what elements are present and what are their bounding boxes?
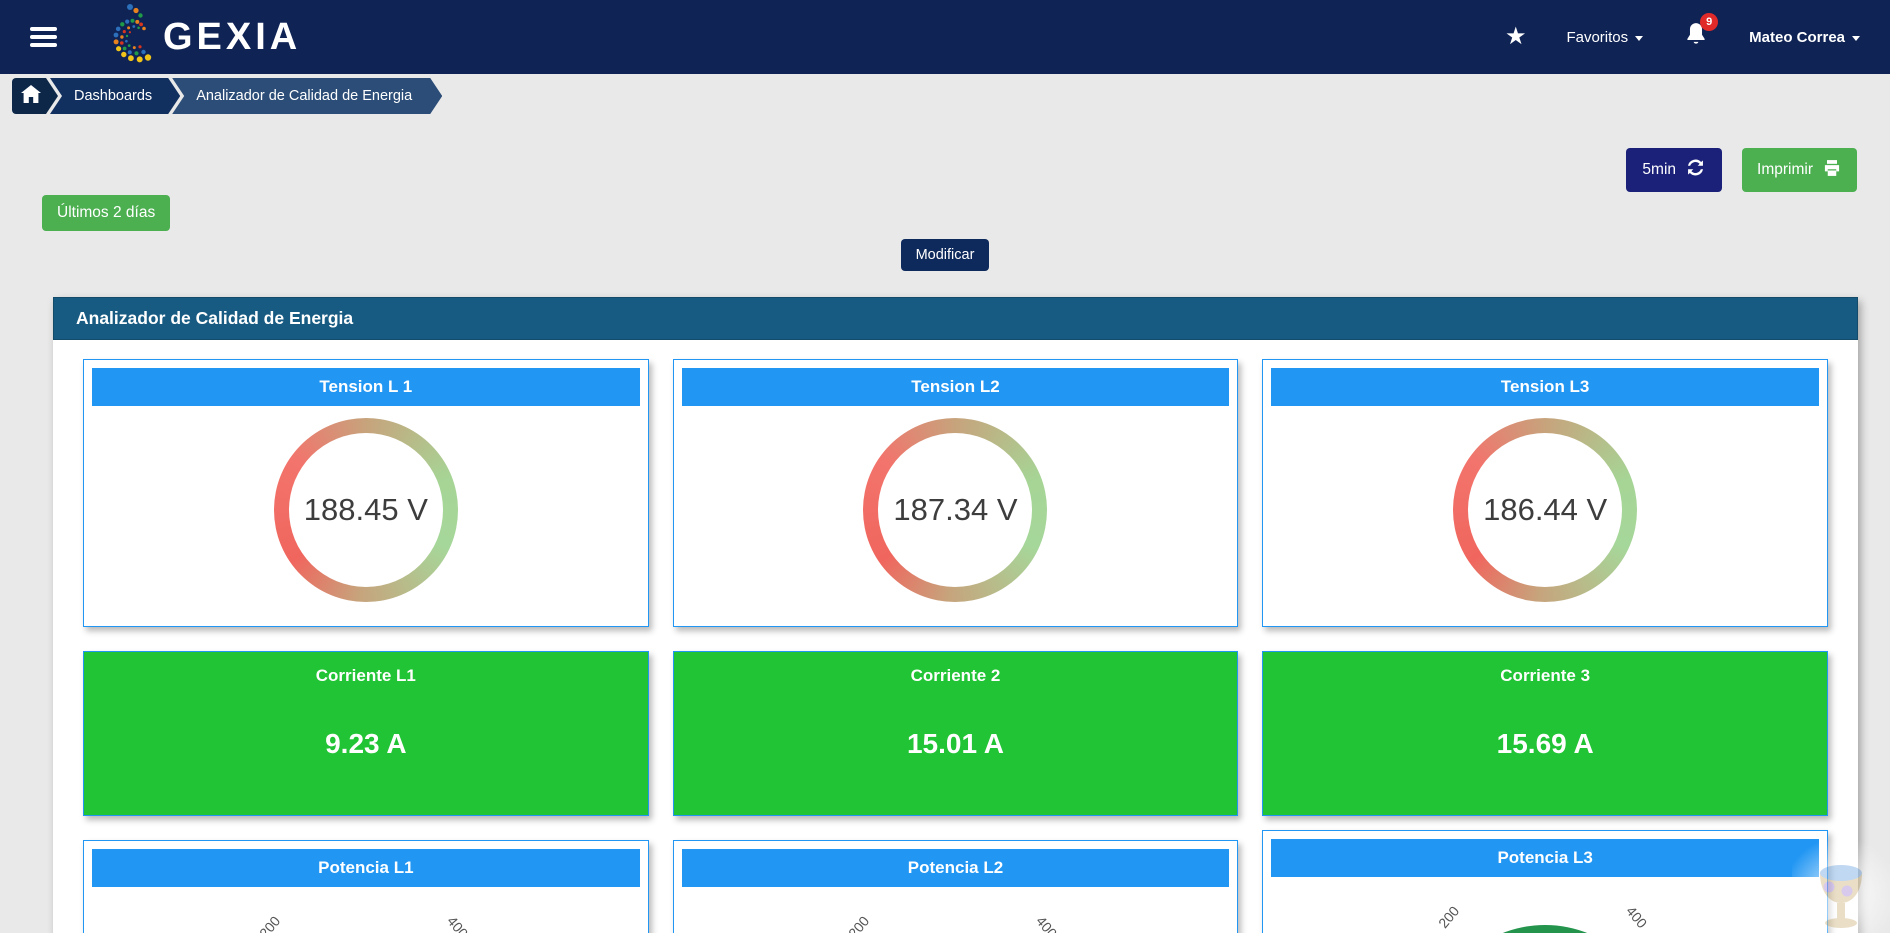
potencia-l3-card: Potencia L3 200 400 [1262, 830, 1828, 933]
breadcrumb-item-dashboards[interactable]: Dashboards [50, 78, 180, 114]
refresh-interval-label: 5min [1642, 161, 1677, 178]
corriente-row: Corriente L1 9.23 A Corriente 2 15.01 A … [83, 651, 1828, 816]
user-name: Mateo Correa [1749, 28, 1845, 46]
modify-button[interactable]: Modificar [900, 239, 990, 271]
semicircle-gauge: 200 400 [682, 887, 1230, 933]
gauge-tick-label: 400 [443, 912, 472, 933]
ring-gauge: 188.45 V [273, 418, 458, 602]
semicircle-gauge: 200 400 [1271, 877, 1819, 933]
card-title: Corriente 2 [910, 666, 1001, 685]
printer-icon [1822, 158, 1842, 183]
card-value: 15.69 A [1496, 728, 1594, 759]
breadcrumb-home[interactable] [12, 78, 58, 114]
ring-gauge: 186.44 V [1453, 418, 1638, 602]
toolbar-center: Modificar [0, 239, 1890, 271]
semicircle-gauge: 200 400 [92, 887, 640, 933]
favorites-label: Favoritos [1566, 28, 1629, 46]
breadcrumb: Dashboards Analizador de Calidad de Ener… [12, 78, 442, 114]
tension-row: Tension L 1 188.45 V Tension L2 187.34 V… [83, 359, 1828, 627]
toolbar-left: Últimos 2 días [42, 195, 1890, 231]
refresh-icon [1685, 157, 1706, 183]
bell-icon [1683, 22, 1709, 53]
potencia-row: Potencia L1 200 400 Potencia L2 200 400 … [83, 830, 1828, 933]
corriente-2-card: Corriente 2 15.01 A [672, 651, 1239, 816]
card-title: Tension L2 [681, 368, 1230, 406]
chevron-down-icon [1635, 35, 1644, 41]
top-navbar: GEXIA ★ Favoritos 9 Mateo Correa [0, 0, 1890, 74]
tension-l3-card: Tension L3 186.44 V [1262, 359, 1828, 627]
gauge-tick-label: 400 [1623, 902, 1651, 932]
card-title: Corriente L1 [315, 666, 416, 685]
notifications-button[interactable]: 9 [1683, 12, 1719, 54]
brand-name: GEXIA [163, 15, 302, 58]
gauge-value: 188.45 V [303, 492, 428, 527]
tension-l2-card: Tension L2 187.34 V [672, 359, 1239, 627]
chevron-down-icon [1852, 35, 1860, 41]
refresh-interval-button[interactable]: 5min [1626, 148, 1723, 192]
card-title: Potencia L3 [1271, 839, 1819, 877]
card-title: Tension L3 [1271, 368, 1819, 406]
favorites-dropdown[interactable]: Favoritos [1566, 28, 1644, 46]
print-button[interactable]: Imprimir [1742, 148, 1857, 192]
tension-l1-card: Tension L 1 188.45 V [83, 359, 649, 627]
corriente-l1-card: Corriente L1 9.23 A [83, 651, 649, 816]
brand-logo[interactable]: GEXIA [99, 1, 301, 74]
ring-gauge: 187.34 V [863, 418, 1048, 602]
card-title: Potencia L1 [92, 849, 640, 887]
logo-swirl-icon [99, 1, 173, 74]
hamburger-menu-icon[interactable] [30, 23, 57, 52]
card-value: 15.01 A [906, 728, 1004, 759]
star-icon[interactable]: ★ [1504, 23, 1527, 50]
card-title: Tension L 1 [92, 368, 640, 406]
corriente-3-card: Corriente 3 15.69 A [1262, 651, 1828, 816]
dashboard-panel: Analizador de Calidad de Energia Tension… [53, 297, 1858, 933]
home-icon [21, 85, 41, 107]
gauge-arc [1429, 925, 1662, 933]
user-menu[interactable]: Mateo Correa [1749, 29, 1860, 46]
notification-count-badge: 9 [1700, 12, 1719, 31]
breadcrumb-item-current[interactable]: Analizador de Calidad de Energia [172, 78, 442, 114]
gauge-tick-label: 200 [1435, 902, 1463, 932]
potencia-l1-card: Potencia L1 200 400 [83, 840, 649, 933]
potencia-l2-card: Potencia L2 200 400 [672, 840, 1239, 933]
card-title: Corriente 3 [1500, 666, 1591, 685]
gauge-value: 187.34 V [893, 492, 1018, 527]
gauge-value: 186.44 V [1483, 492, 1608, 527]
card-value: 9.23 A [325, 728, 407, 759]
print-label: Imprimir [1757, 161, 1813, 178]
gauge-tick-label: 200 [255, 912, 284, 933]
date-range-button[interactable]: Últimos 2 días [42, 195, 171, 231]
gauge-tick-label: 200 [845, 912, 873, 933]
panel-title: Analizador de Calidad de Energia [53, 297, 1858, 340]
gauge-tick-label: 400 [1033, 912, 1061, 933]
toolbar-right: 5min Imprimir [0, 148, 1857, 192]
card-title: Potencia L2 [681, 849, 1230, 887]
